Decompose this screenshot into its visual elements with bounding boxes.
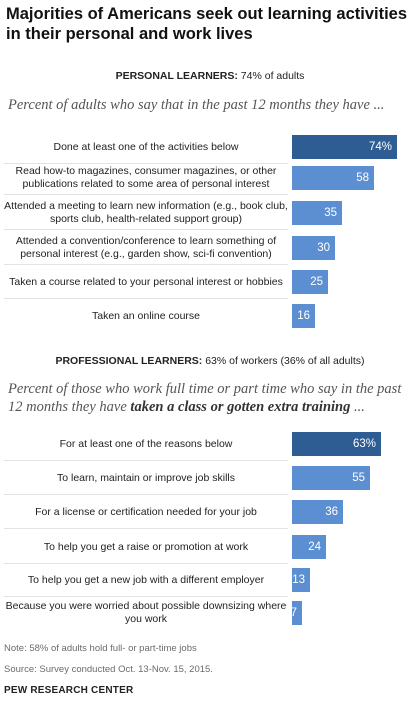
bar-row: For a license or certification needed fo… xyxy=(0,496,420,528)
bar-category-label: For at least one of the reasons below xyxy=(59,437,233,450)
bar-row: Taken an online course 16 xyxy=(0,300,420,332)
bar-row: To help you get a new job with a differe… xyxy=(0,564,420,596)
professional-subtitle: Percent of those who work full time or p… xyxy=(8,380,414,416)
row-divider xyxy=(4,194,288,195)
bar-value-label: 63% xyxy=(352,438,376,450)
personal-subtitle: Percent of adults who say that in the pa… xyxy=(8,97,385,113)
bar-category-label: Attended a convention/conference to lear… xyxy=(15,235,277,260)
row-divider xyxy=(4,264,288,265)
professional-learners-heading: PROFESSIONAL LEARNERS: 63% of workers (3… xyxy=(0,355,420,367)
bar-value-label: 16 xyxy=(297,310,310,322)
bar-category-label: Read how-to magazines, consumer magazine… xyxy=(15,165,277,190)
row-divider xyxy=(4,163,288,164)
bar-row: To learn, maintain or improve job skills… xyxy=(0,462,420,494)
bar: 74% xyxy=(292,135,397,159)
bar-category-label: Taken an online course xyxy=(92,309,200,322)
bar-row: Taken a course related to your personal … xyxy=(0,266,420,298)
row-divider xyxy=(4,494,288,495)
bar-value-label: 74% xyxy=(368,141,392,153)
bar-value-label: 58 xyxy=(356,172,369,184)
professional-subtitle-text: Percent of those who work full time or p… xyxy=(8,381,402,415)
personal-heading-bold: PERSONAL LEARNERS: xyxy=(115,70,238,82)
bar-row: For at least one of the reasons below 63% xyxy=(0,428,420,460)
bar-row: To help you get a raise or promotion at … xyxy=(0,531,420,563)
professional-subtitle-emphasis: taken a class or gotten extra training xyxy=(130,399,351,415)
bar-value-label: 7 xyxy=(290,607,297,619)
bar: 36 xyxy=(292,500,343,524)
row-divider xyxy=(4,528,288,529)
bar: 30 xyxy=(292,236,335,260)
source-note: Source: Survey conducted Oct. 13-Nov. 15… xyxy=(4,664,213,675)
bar-value-label: 55 xyxy=(352,472,365,484)
row-divider xyxy=(4,229,288,230)
bar: 25 xyxy=(292,270,328,294)
bar: 55 xyxy=(292,466,370,490)
bar-value-label: 30 xyxy=(317,242,330,254)
bar-value-label: 13 xyxy=(292,574,305,586)
professional-heading-bold: PROFESSIONAL LEARNERS: xyxy=(55,355,203,367)
bar-category-label: To learn, maintain or improve job skills xyxy=(57,471,235,484)
bar-value-label: 25 xyxy=(310,276,323,288)
row-divider xyxy=(4,596,288,597)
personal-heading-rest: 74% of adults xyxy=(237,70,305,82)
chart-title: Majorities of Americans seek out learnin… xyxy=(6,5,408,43)
bar-row: Read how-to magazines, consumer magazine… xyxy=(0,162,420,194)
bar: 58 xyxy=(292,166,374,190)
bar-value-label: 35 xyxy=(324,207,337,219)
bar-row: Because you were worried about possible … xyxy=(0,597,420,629)
footnote: Note: 58% of adults hold full- or part-t… xyxy=(4,643,197,654)
bar-row: Attended a convention/conference to lear… xyxy=(0,232,420,264)
bar-row: Done at least one of the activities belo… xyxy=(0,131,420,163)
bar-category-label: For a license or certification needed fo… xyxy=(35,505,257,518)
personal-learners-heading: PERSONAL LEARNERS: 74% of adults xyxy=(0,70,420,82)
bar-row: Attended a meeting to learn new informat… xyxy=(0,197,420,229)
row-divider xyxy=(4,298,288,299)
professional-subtitle-end: ... xyxy=(350,399,365,415)
bar-category-label: To help you get a new job with a differe… xyxy=(27,573,265,586)
bar-category-label: Done at least one of the activities belo… xyxy=(53,140,239,153)
bar-category-label: Taken a course related to your personal … xyxy=(9,275,283,288)
bar-category-label: Because you were worried about possible … xyxy=(5,600,287,625)
bar-category-label: To help you get a raise or promotion at … xyxy=(43,540,249,553)
bar-value-label: 24 xyxy=(308,541,321,553)
bar-category-label: Attended a meeting to learn new informat… xyxy=(4,200,288,225)
pew-research-center-logo: PEW RESEARCH CENTER xyxy=(4,685,134,696)
bar-value-label: 36 xyxy=(325,506,338,518)
bar: 7 xyxy=(290,601,302,625)
bar: 35 xyxy=(292,201,342,225)
row-divider xyxy=(4,460,288,461)
bar: 63% xyxy=(292,432,381,456)
row-divider xyxy=(4,563,288,564)
bar: 16 xyxy=(292,304,315,328)
professional-heading-rest: 63% of workers (36% of all adults) xyxy=(202,355,365,367)
bar: 13 xyxy=(292,568,310,592)
bar: 24 xyxy=(292,535,326,559)
